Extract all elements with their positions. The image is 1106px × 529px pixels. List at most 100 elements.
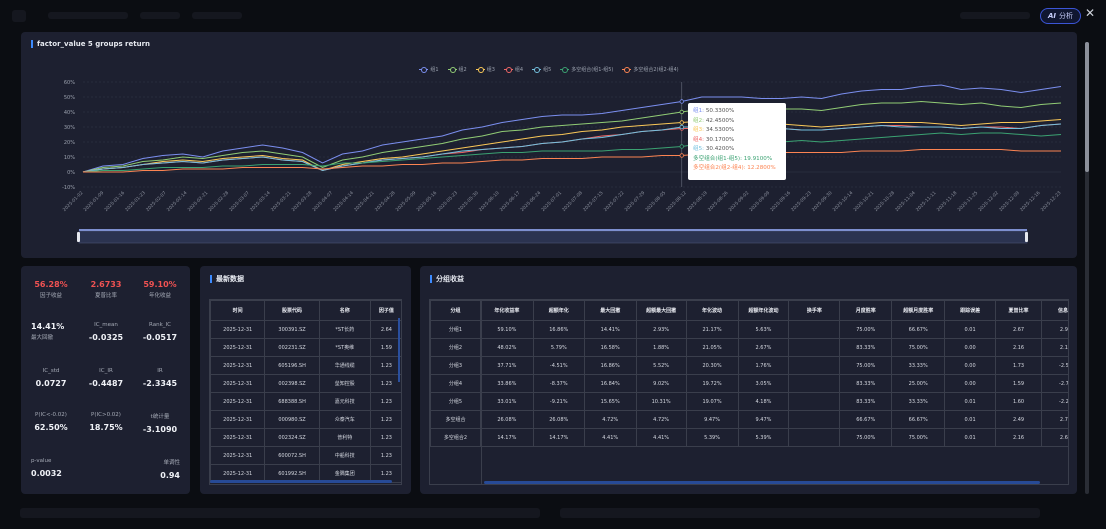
x-tick-label: 2025-12-09 bbox=[998, 190, 1021, 213]
legend-label: 多空组合(组1-组5) bbox=[571, 67, 614, 73]
table-row[interactable]: 多空组合 26.08% 26.08% 4.72% 4.72% 9.47% 9.47% 66.6… bbox=[430, 410, 1068, 429]
series-line bbox=[82, 100, 1062, 173]
group-table-hscroll[interactable] bbox=[484, 481, 1040, 484]
latest-data-table-wrap[interactable]: 时间 股票代码 名称 因子值 2025-12-31 300391.SZ *ST长药 2.64 2… bbox=[209, 299, 402, 485]
legend-item[interactable]: 多空组合2(组2-组4) bbox=[622, 66, 679, 73]
table-row[interactable]: 2025-12-31 002398.SZ 垒知控股 1.23 bbox=[210, 374, 401, 393]
table-cell: 83.33% bbox=[839, 338, 893, 357]
x-tick-label: 2025-06-17 bbox=[499, 190, 522, 213]
legend-marker bbox=[419, 67, 429, 73]
modal-scrollbar-track[interactable] bbox=[1085, 42, 1089, 494]
x-tick-label: 2025-12-02 bbox=[977, 190, 1000, 213]
table-row[interactable]: 2025-12-31 002231.SZ *ST奥维 1.59 bbox=[210, 338, 401, 357]
line-chart[interactable]: 60%50%40%30%20%10%0%-10%2025-01-022025-0… bbox=[21, 32, 1077, 258]
table-cell: -2.56 bbox=[1040, 356, 1068, 375]
legend-item[interactable]: 多空组合(组1-组5) bbox=[560, 66, 613, 73]
table-cell: 普利特 bbox=[318, 428, 371, 447]
x-tick-label: 2025-08-26 bbox=[707, 190, 730, 213]
latest-table-hscroll[interactable] bbox=[210, 480, 392, 483]
chart-title-text: factor_value 5 groups return bbox=[37, 40, 151, 48]
x-tick-label: 2025-07-29 bbox=[624, 190, 647, 213]
legend-item[interactable]: 组2 bbox=[447, 66, 467, 73]
table-cell: 75.00% bbox=[839, 356, 893, 375]
table-cell: 5.39% bbox=[737, 428, 790, 447]
legend-item[interactable]: 组5 bbox=[532, 66, 551, 73]
table-row[interactable]: 分组5 33.01% -9.21% 15.65% 10.31% 19.07% 4.18% 83… bbox=[430, 392, 1068, 411]
nav-placeholder bbox=[140, 12, 180, 19]
x-tick-label: 2025-04-21 bbox=[353, 190, 376, 213]
column-header[interactable]: 年化收益率 bbox=[479, 300, 534, 321]
table-cell: 66.67% bbox=[839, 410, 893, 429]
latest-table-vscroll[interactable] bbox=[398, 318, 400, 382]
legend-item[interactable]: 组4 bbox=[503, 66, 523, 73]
table-cell: 300391.SZ bbox=[264, 320, 320, 339]
stat-value: -2.3345 bbox=[142, 379, 178, 388]
y-tick-label: 60% bbox=[64, 80, 75, 86]
table-row[interactable]: 2025-12-31 002324.SZ 普利特 1.23 bbox=[210, 428, 401, 447]
table-row[interactable]: 多空组合2 14.17% 14.17% 4.41% 4.41% 5.39% 5.39% 75.… bbox=[430, 428, 1068, 447]
column-header[interactable]: 超额年化波动 bbox=[737, 300, 790, 321]
zoom-slider-track[interactable] bbox=[78, 230, 1028, 244]
column-header[interactable]: 超额年化 bbox=[532, 300, 585, 321]
column-header[interactable]: 跟踪误差 bbox=[944, 300, 997, 321]
column-header[interactable]: 分组 bbox=[430, 300, 481, 321]
ai-analyze-label: 分析 bbox=[1059, 12, 1074, 20]
table-row[interactable]: 2025-12-31 605196.SH 华通线缆 1.23 bbox=[210, 356, 401, 375]
close-icon[interactable]: ✕ bbox=[1084, 6, 1096, 20]
table-row[interactable]: 2025-12-31 300391.SZ *ST长药 2.64 bbox=[210, 320, 401, 339]
table-row[interactable]: 2025-12-31 601992.SH 金隅集团 1.23 bbox=[210, 464, 401, 483]
x-tick-label: 2025-06-24 bbox=[519, 190, 542, 213]
table-cell: 2025-12-31 bbox=[210, 392, 266, 411]
legend-item[interactable]: 组3 bbox=[475, 66, 495, 73]
x-tick-label: 2025-09-23 bbox=[790, 190, 813, 213]
column-header[interactable]: 名称 bbox=[318, 300, 371, 321]
chart-legend[interactable]: 组1 组2 组3 组4 组5 多空组合(组1-组5) 多空组合2(组2-组4) bbox=[21, 66, 1077, 73]
table-cell: 16.86% bbox=[532, 320, 585, 339]
column-header[interactable]: 年化波动 bbox=[685, 300, 739, 321]
stat-value: 56.28% bbox=[34, 280, 68, 289]
table-row[interactable]: 2025-12-31 600072.SH 中船科技 1.23 bbox=[210, 446, 401, 465]
zoom-slider-range[interactable] bbox=[79, 229, 1027, 231]
column-header[interactable]: 信息比 bbox=[1040, 300, 1068, 321]
legend-item[interactable]: 组1 bbox=[419, 66, 439, 73]
table-row[interactable]: 分组1 59.10% 16.86% 14.41% 2.93% 21.17% 5.63% 75.… bbox=[430, 320, 1068, 339]
table-row[interactable]: 分组4 33.86% -8.37% 16.84% 9.02% 19.72% 3.05% 83.… bbox=[430, 374, 1068, 393]
table-row[interactable]: 2025-12-31 688388.SH 嘉元科技 1.23 bbox=[210, 392, 401, 411]
column-header[interactable]: 超额月度胜率 bbox=[891, 300, 946, 321]
column-header[interactable]: 因子值 bbox=[369, 300, 401, 321]
x-tick-label: 2025-05-09 bbox=[395, 190, 418, 213]
modal-scrollbar-thumb[interactable] bbox=[1085, 42, 1089, 172]
table-cell: 688388.SH bbox=[264, 392, 320, 411]
table-row[interactable]: 2025-12-31 000980.SZ 众泰汽车 1.23 bbox=[210, 410, 401, 429]
zoom-handle-left[interactable] bbox=[77, 232, 80, 242]
table-cell: 4.18% bbox=[737, 392, 790, 411]
column-header[interactable]: 超额最大回撤 bbox=[635, 300, 687, 321]
tooltip-series-value: 30.1700% bbox=[704, 136, 735, 143]
zoom-handle-right[interactable] bbox=[1025, 232, 1028, 242]
page-footer-background bbox=[0, 500, 1106, 529]
table-cell: 2.49 bbox=[995, 410, 1042, 429]
column-header[interactable]: 换手率 bbox=[788, 300, 841, 321]
table-cell: 1.23 bbox=[369, 410, 401, 429]
column-header[interactable]: 股票代码 bbox=[264, 300, 320, 321]
table-cell: 2025-12-31 bbox=[210, 410, 266, 429]
group-returns-table-wrap[interactable]: 分组 年化收益率 超额年化 最大回撤 超额最大回撤 年化波动 超额年化波动 换手率 月度胜率 超额… bbox=[429, 299, 1069, 485]
stat-block: 56.28% 因子收益 bbox=[23, 280, 79, 299]
stat-block: 59.10% 年化收益 bbox=[132, 280, 188, 299]
table-cell: 多空组合2 bbox=[430, 428, 481, 447]
stat-label: IR bbox=[157, 368, 163, 374]
stat-value: 0.94 bbox=[160, 471, 180, 480]
tooltip-series-name: 组1: bbox=[693, 108, 705, 114]
table-row[interactable]: 分组2 48.02% 5.79% 16.58% 1.88% 21.05% 2.67% 83.3… bbox=[430, 338, 1068, 357]
column-header[interactable]: 最大回撤 bbox=[583, 300, 637, 321]
legend-label: 组1 bbox=[430, 67, 439, 73]
column-header[interactable]: 时间 bbox=[210, 300, 266, 321]
column-header[interactable]: 夏普比率 bbox=[995, 300, 1042, 321]
ai-analyze-button[interactable]: AI 分析 bbox=[1040, 8, 1081, 24]
hover-point bbox=[679, 124, 684, 130]
table-row[interactable]: 分组3 37.71% -4.51% 16.86% 5.52% 20.30% 1.76% 75.… bbox=[430, 356, 1068, 375]
title-accent-bar bbox=[210, 275, 212, 283]
column-header[interactable]: 月度胜率 bbox=[839, 300, 893, 321]
y-tick-label: 30% bbox=[64, 125, 75, 131]
stat-label: 夏普比率 bbox=[94, 293, 117, 299]
